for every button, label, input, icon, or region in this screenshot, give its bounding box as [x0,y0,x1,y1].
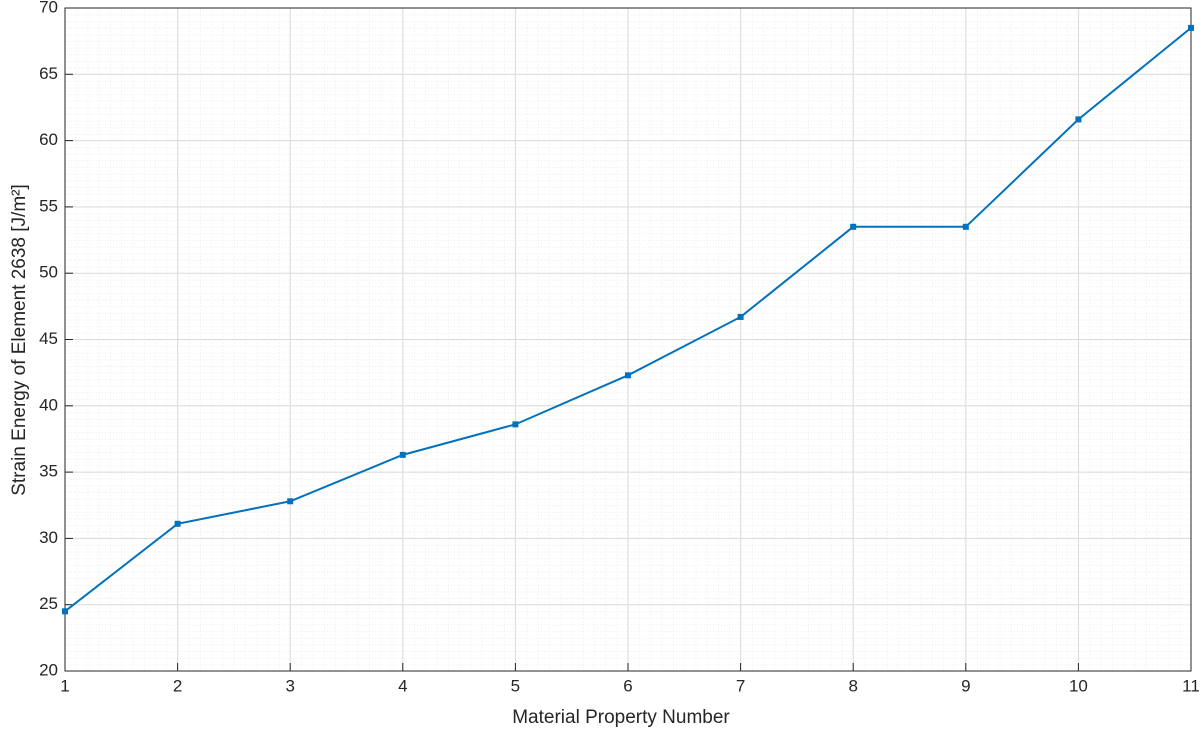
x-tick-label: 5 [511,676,520,695]
x-tick-label: 7 [736,676,745,695]
data-point [62,608,68,615]
x-tick-label: 3 [285,676,294,695]
axes-box [64,7,1192,672]
x-axis-label: Material Property Number [512,707,730,728]
data-point [1188,24,1194,31]
x-tick-label: 4 [398,676,407,695]
y-tick-label: 35 [39,462,58,481]
y-tick-label: 70 [39,0,58,16]
data-point [625,372,631,379]
y-tick-label: 65 [39,64,58,83]
y-tick-label: 25 [39,594,58,613]
y-axis-label: Strain Energy of Element 2638 [J/m²] [9,184,30,496]
data-point [1075,116,1082,123]
x-tick-label: 11 [1182,676,1200,695]
y-tick-label: 45 [39,329,58,348]
y-tick-label: 30 [39,528,58,547]
data-point [737,313,744,320]
x-tick-label: 8 [848,676,857,695]
data-point [512,421,519,428]
data-point [287,498,294,505]
x-tick-label: 6 [623,676,632,695]
data-point [850,223,857,230]
x-tick-label: 2 [173,676,182,695]
x-tick-label: 1 [60,676,69,695]
data-point [399,451,406,458]
y-tick-label: 50 [39,263,58,282]
y-tick-label: 55 [39,196,58,215]
x-tick-label: 10 [1069,676,1088,695]
y-tick-label: 20 [39,660,58,679]
y-tick-label: 60 [39,130,58,149]
x-tick-label: 9 [961,676,970,695]
data-point [962,223,969,230]
data-point [174,520,181,527]
y-tick-label: 40 [39,395,58,414]
